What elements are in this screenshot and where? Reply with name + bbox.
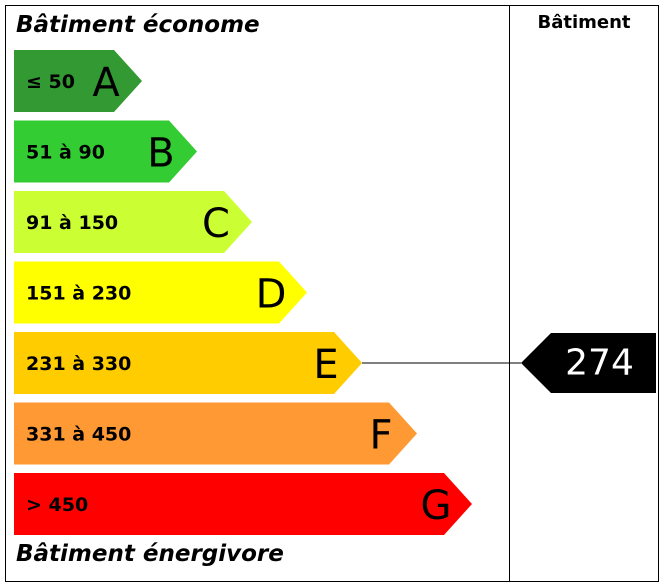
class-range-g: > 450: [26, 494, 88, 516]
class-range-e: 231 à 330: [26, 353, 131, 375]
class-letter-g: G: [421, 483, 452, 529]
class-range-a: ≤ 50: [26, 71, 75, 93]
class-bar-b: [14, 120, 197, 183]
class-bar-e: [14, 332, 362, 394]
class-range-c: 91 à 150: [26, 212, 118, 234]
inefficient-building-title: Bâtiment énergivore: [16, 541, 284, 567]
building-column-header: Bâtiment: [537, 12, 631, 33]
class-bar-d: [14, 261, 307, 324]
class-range-b: 51 à 90: [26, 142, 105, 164]
efficient-building-title: Bâtiment économe: [16, 12, 260, 38]
class-range-d: 151 à 230: [26, 283, 131, 305]
class-letter-a: A: [92, 60, 120, 106]
class-letter-f: F: [369, 413, 392, 459]
building-value-marker: [521, 333, 656, 393]
class-letter-d: D: [256, 272, 287, 318]
class-bar-a: [14, 50, 142, 112]
class-letter-b: B: [147, 131, 174, 177]
class-letter-c: C: [202, 201, 230, 247]
column-divider: [509, 5, 510, 582]
building-value: 274: [565, 343, 634, 384]
class-bar-f: [14, 402, 417, 465]
class-bar-g: [14, 473, 472, 535]
class-bar-c: [14, 191, 252, 253]
class-range-f: 331 à 450: [26, 424, 131, 446]
class-letter-e: E: [313, 342, 338, 388]
label-frame: [5, 5, 659, 582]
